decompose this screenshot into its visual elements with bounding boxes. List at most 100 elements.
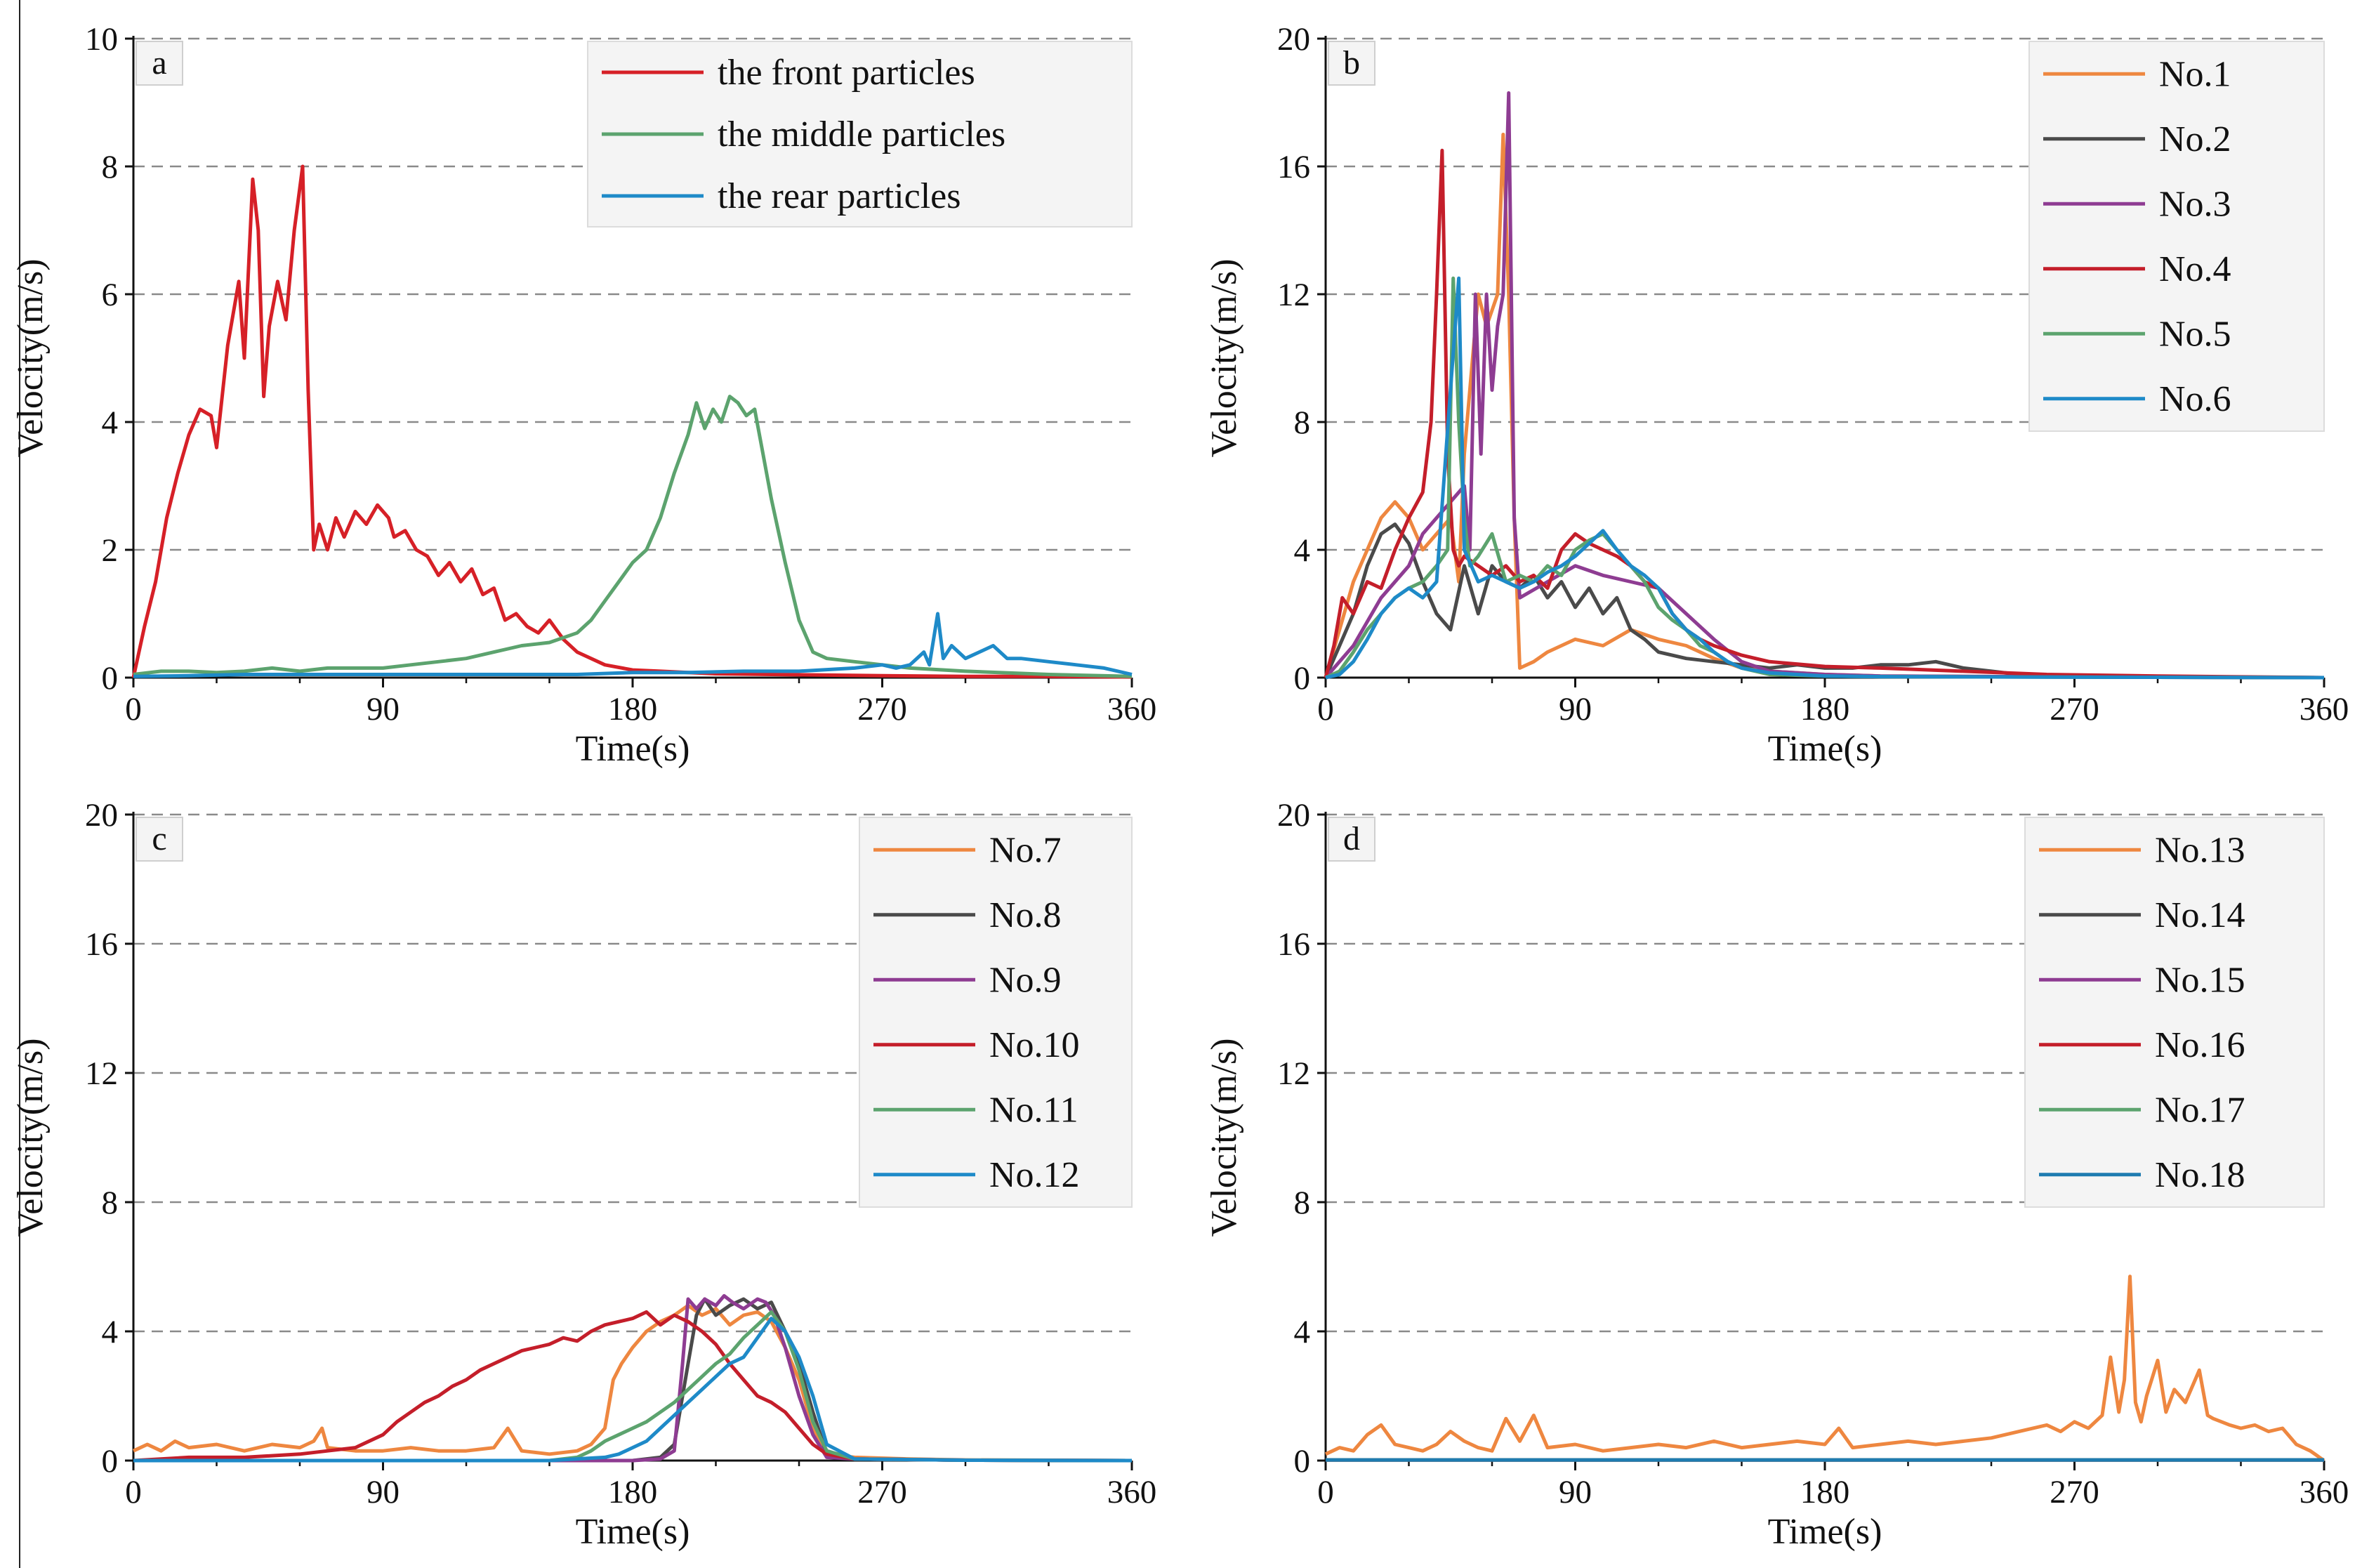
legend-label: No.15: [2155, 960, 2245, 1000]
x-tick-label: 0: [1317, 691, 1334, 727]
panel-b: 0 4 8 12 16 20 0 90 180 270 360 Time(s) Velocity(m/s…: [1204, 21, 2349, 769]
y-tick-label: 20: [85, 797, 118, 834]
series-line-no-9: [133, 1293, 1133, 1463]
legend-label: No.8: [989, 895, 1062, 935]
legend-label: No.17: [2155, 1090, 2245, 1130]
series-line-no-11: [133, 1310, 1133, 1463]
panel-c: 0 4 8 12 16 20 0 90 180 270 360 Time(s) Velocity(m/s…: [11, 797, 1156, 1552]
y-tick-label: 4: [102, 1314, 119, 1350]
series-line-the-front-particles: [131, 164, 1133, 679]
x-axis-label: Time(s): [1768, 1512, 1882, 1552]
y-tick-label: 8: [1294, 1185, 1311, 1221]
legend-label: No.10: [989, 1025, 1080, 1065]
legend-label: No.16: [2155, 1025, 2245, 1065]
x-axis-label: Time(s): [576, 729, 690, 769]
x-tick-label: 360: [1107, 691, 1157, 727]
panel-a: 0 2 4 6 8 10 0 90 180 270 360 Time(s) Velocity(m/s) a…: [11, 21, 1156, 769]
y-tick-label: 8: [1294, 404, 1311, 441]
y-axis-label: Velocity(m/s): [11, 1038, 51, 1237]
x-tick-label: 360: [1107, 1474, 1157, 1510]
panel-d: 0 4 8 12 16 20 0 90 180 270 360 Time(s) Velocity(m/s…: [1204, 797, 2349, 1552]
legend-label: No.1: [2159, 54, 2231, 94]
x-tick-label: 360: [2300, 1474, 2349, 1510]
x-tick-label: 90: [367, 1474, 400, 1510]
y-tick-label: 12: [1277, 1055, 1310, 1092]
y-tick-label: 4: [1294, 1314, 1311, 1350]
panel-tag: d: [1343, 820, 1360, 857]
x-axis-label: Time(s): [1768, 729, 1882, 769]
x-axis-label: Time(s): [576, 1512, 690, 1552]
x-tick-label: 270: [2050, 691, 2099, 727]
legend-box: [2024, 817, 2325, 1208]
x-tick-label: 270: [857, 1474, 907, 1510]
x-tick-label: 0: [1317, 1474, 1334, 1510]
legend-label: the middle particles: [718, 114, 1005, 154]
y-tick-label: 6: [102, 277, 119, 313]
y-tick-label: 4: [1294, 532, 1311, 569]
x-tick-label: 180: [1800, 1474, 1850, 1510]
series-line-the-middle-particles: [133, 395, 1133, 678]
series-line-the-rear-particles: [133, 612, 1133, 678]
legend-label: No.6: [2159, 379, 2231, 419]
y-tick-label: 16: [85, 926, 118, 963]
legend-label: No.14: [2155, 895, 2245, 935]
panel-tag-box: [1328, 817, 1375, 862]
panel-tag: c: [152, 820, 166, 857]
legend-label: No.3: [2159, 184, 2231, 224]
y-tick-label: 16: [1277, 149, 1310, 185]
legend-label: No.2: [2159, 119, 2231, 159]
legend-label: No.4: [2159, 249, 2231, 289]
x-tick-label: 270: [857, 691, 907, 727]
y-tick-label: 10: [85, 21, 118, 58]
x-tick-label: 90: [1559, 1474, 1592, 1510]
y-tick-label: 12: [1277, 277, 1310, 313]
y-tick-label: 0: [1294, 1443, 1311, 1480]
y-tick-label: 12: [85, 1055, 118, 1092]
panel-tag-box: [136, 817, 183, 862]
y-tick-label: 8: [102, 1185, 119, 1221]
y-tick-label: 8: [102, 149, 119, 185]
legend-label: No.11: [989, 1090, 1078, 1130]
y-axis-label: Velocity(m/s): [1204, 1038, 1244, 1237]
y-tick-label: 20: [1277, 797, 1310, 834]
legend-label: No.7: [989, 830, 1062, 870]
series-line-no-12: [133, 1317, 1133, 1463]
legend-box: [2028, 41, 2325, 432]
panel-tag: a: [152, 44, 166, 81]
y-tick-label: 0: [102, 1443, 119, 1480]
panel-tag-box: [1328, 41, 1375, 86]
y-tick-label: 20: [1277, 21, 1310, 58]
series-line-no-13: [1324, 1274, 2325, 1463]
legend-label: No.12: [989, 1155, 1080, 1195]
y-tick-label: 0: [102, 660, 119, 697]
panel-tag-box: [136, 41, 183, 86]
series-line-no-2: [1324, 522, 2325, 680]
legend-label: the rear particles: [718, 176, 961, 216]
series-line-no-7: [132, 1303, 1133, 1463]
x-tick-label: 270: [2050, 1474, 2099, 1510]
x-tick-label: 360: [2300, 691, 2349, 727]
x-tick-label: 0: [125, 1474, 142, 1510]
legend-label: No.13: [2155, 830, 2245, 870]
legend-box: [859, 817, 1133, 1208]
y-tick-label: 16: [1277, 926, 1310, 963]
x-tick-label: 90: [367, 691, 400, 727]
x-tick-label: 180: [1800, 691, 1850, 727]
y-tick-label: 2: [102, 532, 119, 569]
series-line-no-3: [1324, 91, 2325, 680]
legend-label: the front particles: [718, 53, 975, 93]
legend-label: No.9: [989, 960, 1062, 1000]
x-tick-label: 90: [1559, 691, 1592, 727]
series-line-no-10: [133, 1310, 1133, 1463]
y-tick-label: 0: [1294, 660, 1311, 697]
y-axis-label: Velocity(m/s): [11, 258, 51, 457]
series-line-no-4: [1324, 148, 2325, 680]
series-line-no-8: [133, 1297, 1133, 1463]
x-tick-label: 180: [608, 1474, 658, 1510]
panel-tag: b: [1343, 44, 1360, 81]
x-tick-label: 0: [125, 691, 142, 727]
legend-label: No.18: [2155, 1155, 2245, 1195]
x-tick-label: 180: [608, 691, 658, 727]
y-tick-label: 4: [102, 404, 119, 441]
